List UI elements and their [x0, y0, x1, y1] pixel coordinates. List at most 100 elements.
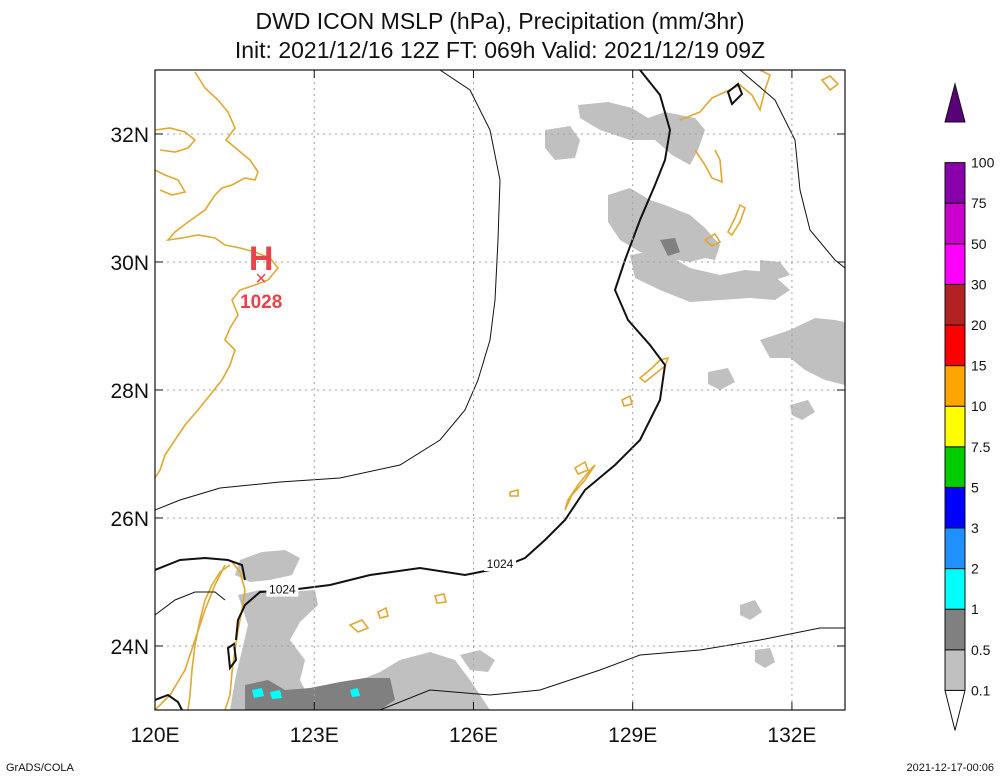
- x-tick-label: 126E: [449, 724, 498, 747]
- isobar-1020: [155, 70, 501, 511]
- precip-area: [708, 368, 735, 390]
- precip-area: [740, 600, 762, 620]
- isobar-label-bg: [484, 557, 516, 571]
- isobar-1024: [235, 70, 672, 641]
- colorbar-segment: [944, 527, 966, 570]
- colorbar-label: 2: [971, 561, 979, 577]
- colorbar-segment: [944, 568, 966, 610]
- precip-area: [350, 688, 360, 697]
- colorbar-label: 15: [971, 358, 987, 374]
- isobar-1020-sw: [155, 591, 226, 616]
- colorbar-label: 20: [971, 317, 987, 333]
- y-tick-label: 24N: [110, 636, 149, 659]
- colorbar-label: 10: [971, 398, 987, 414]
- isobar-small-loop: [726, 82, 744, 106]
- x-tick-label: 120E: [130, 724, 179, 747]
- map-subtitle: Init: 2021/12/16 12Z FT: 069h Valid: 202…: [234, 37, 766, 63]
- isobar-label: 1024: [269, 583, 296, 597]
- x-tick-label: 129E: [608, 724, 657, 747]
- footer-timestamp: 2021-12-17-00:06: [906, 762, 994, 774]
- colorbar-label: 7.5: [971, 439, 991, 455]
- colorbar-segment: [944, 365, 966, 407]
- colorbar-label: 1: [971, 601, 979, 617]
- high-pressure-symbol: H: [249, 240, 274, 278]
- precip-area: [252, 688, 264, 698]
- coastline-china: [155, 71, 280, 479]
- precip-area: [270, 690, 282, 699]
- high-pressure-value: 1028: [240, 292, 282, 313]
- coastline-island-small: [348, 619, 370, 633]
- coastline-kyushu-west: [694, 149, 723, 184]
- isobar-1020-east: [739, 70, 845, 269]
- isobars: [155, 70, 845, 710]
- colorbar-segment: [944, 162, 966, 204]
- isobar-1024-west: [155, 556, 246, 581]
- map-axes: 120E 123E 126E 129E 132E 24N 26N 28N 30N 32N: [110, 70, 845, 747]
- precip-area: [545, 126, 580, 160]
- colorbar-min-triangle: [944, 689, 966, 731]
- isobar-1020-south: [379, 627, 845, 710]
- precipitation-areas: [230, 102, 845, 710]
- isobar-label-bg: [266, 582, 299, 597]
- colorbar-segment: [944, 649, 966, 691]
- precip-area: [235, 550, 300, 582]
- precipitation-colorbar: 0.1 0.5 1 2 3 5 7.5 10 15 20 30 50 75 100: [944, 82, 995, 731]
- coastline-china-bay: [155, 169, 187, 196]
- coastline-island-small: [509, 488, 519, 497]
- footer-software: GrADS/COLA: [6, 762, 74, 774]
- coastline-island-miyako: [564, 464, 596, 511]
- precip-area: [760, 318, 845, 385]
- coastline-island-small: [573, 460, 590, 476]
- precip-area: [460, 650, 495, 672]
- coastline-china-north: [155, 127, 197, 153]
- isobar-small-loop: [226, 642, 238, 671]
- coastline-island-okinawa: [638, 356, 670, 384]
- precip-area: [760, 260, 790, 280]
- colorbar-segment: [944, 486, 966, 529]
- high-center-cross: ×: [255, 268, 267, 290]
- colorbar-label: 100: [971, 155, 995, 171]
- coastline-island-small: [433, 593, 447, 604]
- high-pressure-marker: H × 1028: [240, 240, 282, 313]
- colorbar-segment: [944, 202, 966, 245]
- precip-area: [230, 590, 490, 710]
- colorbar-label: 0.1: [971, 682, 991, 698]
- map-plot-area: [155, 70, 845, 710]
- colorbar-label: 3: [971, 520, 979, 536]
- x-tick-label: 132E: [767, 724, 816, 747]
- map-grid: [155, 70, 845, 710]
- colorbar-segment: [944, 324, 966, 367]
- coastline-island-small: [820, 75, 840, 92]
- precip-area: [608, 188, 720, 262]
- colorbar-max-triangle: [944, 82, 966, 123]
- y-tick-label: 28N: [110, 380, 149, 403]
- coastline-taiwan-west: [187, 564, 231, 710]
- y-tick-label: 30N: [110, 252, 149, 275]
- y-tick-label: 32N: [110, 124, 149, 147]
- precip-area: [755, 648, 775, 668]
- colorbar-segment: [944, 283, 966, 326]
- colorbar-segment: [944, 405, 966, 448]
- x-tick-label: 123E: [290, 724, 339, 747]
- isobar-labels: 1024 1024: [266, 557, 516, 597]
- coastline-island-small: [621, 394, 633, 407]
- coastline-kyushu: [679, 70, 771, 121]
- colorbar-label: 30: [971, 276, 987, 292]
- colorbar-segment: [944, 446, 966, 488]
- colorbar-label: 5: [971, 479, 979, 495]
- colorbar-label: 75: [971, 195, 987, 211]
- isobar-label: 1024: [487, 557, 514, 571]
- colorbar-segment: [944, 243, 966, 285]
- y-tick-label: 26N: [110, 508, 149, 531]
- colorbar-label: 0.5: [971, 642, 991, 658]
- precip-area: [245, 678, 395, 710]
- isobar-corner: [155, 693, 183, 710]
- coastline-island-small: [377, 606, 389, 619]
- precip-area: [630, 250, 790, 302]
- coastline-mainland-se: [155, 564, 226, 710]
- precip-area: [660, 238, 680, 256]
- colorbar-segment: [944, 608, 966, 651]
- colorbar-label: 50: [971, 236, 987, 252]
- coastline-island-amami: [703, 232, 722, 247]
